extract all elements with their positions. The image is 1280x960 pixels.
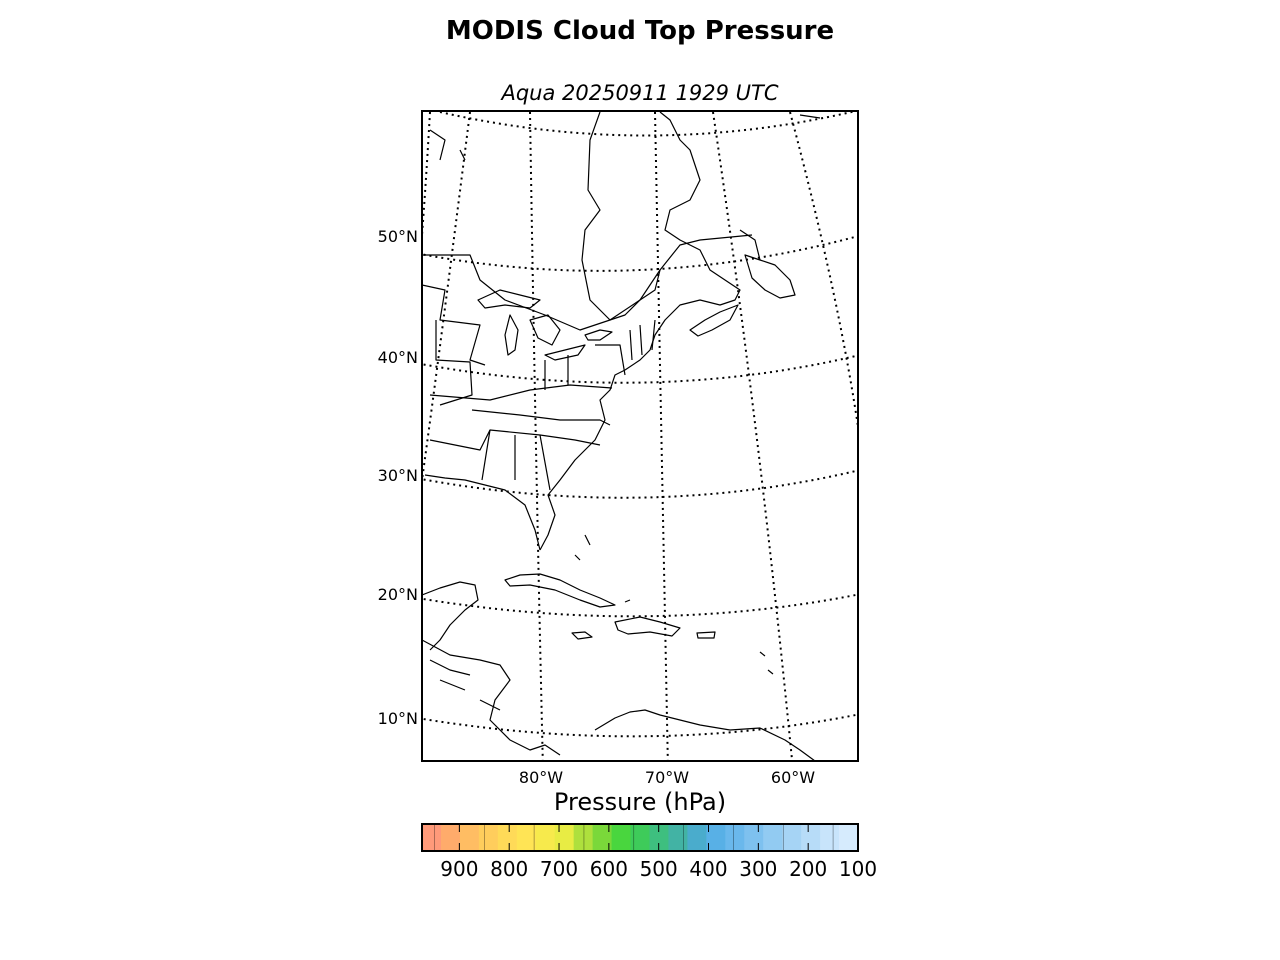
colorbar-segment	[725, 824, 745, 851]
colorbar-tick-labels: 900 800 700 600 500 400 300 200 100	[440, 857, 877, 881]
longitude-labels: 80°W 70°W 60°W	[519, 768, 815, 787]
bahamas	[574, 534, 631, 603]
colorbar-segment	[668, 824, 688, 851]
newfoundland	[744, 254, 796, 299]
map-frame	[421, 110, 859, 762]
state-border-1	[422, 284, 486, 366]
state-border-6	[481, 429, 551, 491]
colorbar-tick-label: 800	[490, 857, 528, 881]
colorbar-segment	[744, 824, 764, 851]
lake-superior	[477, 289, 541, 309]
lon-label-60w: 60°W	[771, 768, 815, 787]
lake-ontario	[584, 329, 613, 341]
colorbar-segment	[782, 824, 802, 851]
colorbar-segment	[573, 824, 594, 851]
meridian-100w	[422, 111, 431, 248]
parallel-50n	[422, 235, 858, 272]
colorbar: Pressure (hPa) 900 800 700 600 500 400 300 200 1…	[421, 788, 877, 881]
lake-erie	[544, 344, 586, 361]
state-border-4	[471, 409, 611, 426]
lon-label-70w: 70°W	[645, 768, 689, 787]
colorbar-tick-label: 200	[789, 857, 827, 881]
colorbar-segment	[535, 824, 556, 851]
colorbar-segment	[706, 824, 726, 851]
state-border-5	[429, 429, 601, 451]
colorbar-frame	[421, 823, 859, 852]
puerto-rico	[696, 631, 716, 639]
lake-michigan	[504, 314, 519, 356]
graticule	[422, 111, 858, 761]
colorbar-tick-label: 500	[640, 857, 678, 881]
colorbar-tick-label: 400	[689, 857, 727, 881]
colorbar-tick-label: 300	[739, 857, 777, 881]
central-america-borders	[429, 659, 501, 711]
colorbar-segment	[516, 824, 537, 851]
colorbar-segment	[649, 824, 670, 851]
colorbar-ticks	[434, 824, 859, 851]
latitude-labels: 50°N 40°N 30°N 20°N 10°N	[378, 227, 418, 728]
map-background	[422, 111, 858, 761]
state-border-8	[629, 319, 656, 361]
gulf-coast	[424, 474, 541, 551]
parallel-60n	[439, 111, 858, 137]
meridian-90w	[422, 111, 471, 481]
colorbar-tick-label: 600	[590, 857, 628, 881]
colorbar-segment	[801, 824, 821, 851]
central-america	[422, 639, 561, 756]
lake-huron	[529, 314, 561, 346]
arctic-islands	[429, 114, 821, 161]
labrador-coast	[739, 229, 761, 261]
meridian-50w	[789, 111, 858, 434]
lesser-antilles	[759, 651, 774, 675]
colorbar-tick-label: 900	[440, 857, 478, 881]
state-border-7	[544, 344, 626, 390]
parallel-30n	[422, 469, 858, 499]
meridian-60w	[712, 111, 794, 761]
parallel-10n	[422, 713, 858, 738]
colorbar-segment	[497, 824, 518, 851]
lat-label-50n: 50°N	[378, 227, 418, 246]
us-canada-border	[422, 234, 753, 331]
colorbar-segment	[820, 824, 840, 851]
parallel-40n	[422, 354, 858, 384]
yucatan	[422, 581, 479, 651]
colorbar-segment	[687, 824, 707, 851]
nova-scotia	[689, 304, 739, 337]
lat-label-20n: 20°N	[378, 585, 418, 604]
colorbar-segment	[422, 824, 442, 851]
colorbar-segment	[440, 824, 461, 851]
state-border-2	[435, 320, 473, 406]
lat-label-10n: 10°N	[378, 709, 418, 728]
colorbar-label: Pressure (hPa)	[554, 788, 726, 816]
map-subtitle: Aqua 20250911 1929 UTC	[499, 81, 778, 105]
colorbar-segment	[554, 824, 575, 851]
jamaica	[571, 631, 593, 640]
colorbar-segment	[459, 824, 480, 851]
colorbar-tick-label: 100	[839, 857, 877, 881]
south-america-coast	[594, 709, 816, 761]
colorbar-segment	[763, 824, 783, 851]
coastlines-and-borders	[422, 111, 821, 761]
lon-label-80w: 80°W	[519, 768, 563, 787]
meridian-80w	[529, 111, 544, 761]
figure-title: MODIS Cloud Top Pressure	[446, 16, 834, 46]
cuba	[504, 573, 616, 608]
map-panel	[421, 110, 859, 762]
colorbar-segment	[592, 824, 613, 851]
meridian-70w	[654, 111, 669, 761]
colorbar-segment	[478, 824, 499, 851]
colorbar-segment	[630, 824, 651, 851]
lat-label-30n: 30°N	[378, 466, 418, 485]
lat-label-40n: 40°N	[378, 348, 418, 367]
colorbar-segment	[839, 824, 859, 851]
parallel-20n	[422, 593, 858, 618]
state-border-3	[429, 384, 613, 401]
hispaniola	[614, 616, 681, 637]
colorbar-segments	[422, 824, 859, 851]
hudson-bay	[581, 111, 661, 321]
colorbar-segment	[611, 824, 632, 851]
colorbar-tick-label: 700	[540, 857, 578, 881]
east-coast	[539, 111, 741, 551]
